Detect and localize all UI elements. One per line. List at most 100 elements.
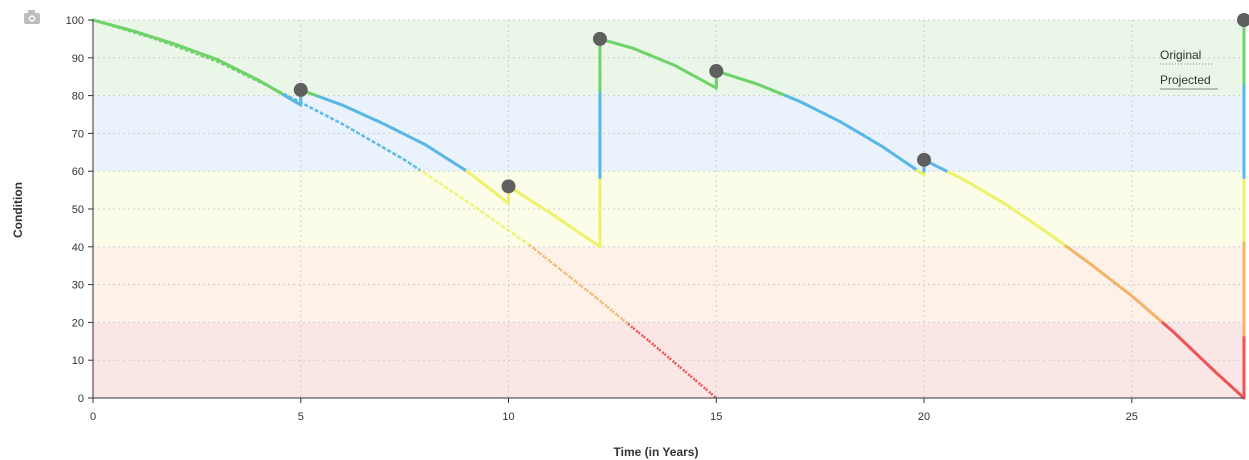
legend: Original Projected — [1160, 48, 1218, 90]
original-line-piece-88 — [549, 260, 557, 267]
original-line-piece-20 — [196, 52, 203, 58]
original-line-piece-24 — [217, 60, 224, 66]
original-line-piece-89 — [554, 264, 562, 271]
original-line-piece-76 — [487, 214, 494, 221]
event-marker-1[interactable] — [501, 179, 516, 194]
original-line-piece-55 — [378, 143, 385, 149]
original-line-piece-48 — [341, 122, 349, 129]
original-line-piece-58 — [393, 152, 401, 158]
original-line-piece-91 — [564, 272, 572, 279]
original-line-piece-66 — [435, 179, 442, 186]
event-marker-0[interactable] — [293, 82, 308, 97]
original-line-piece-99 — [606, 305, 614, 313]
event-marker-3[interactable] — [709, 64, 724, 79]
original-line-piece-93 — [575, 280, 583, 287]
original-line-piece-44 — [320, 112, 328, 118]
original-line-piece-101 — [616, 314, 624, 321]
original-line-piece-57 — [388, 149, 395, 155]
original-line-piece-71 — [461, 196, 468, 203]
original-line-piece-78 — [497, 222, 505, 228]
original-line-piece-19 — [191, 50, 198, 56]
original-line-piece-21 — [201, 54, 208, 59]
event-marker-4[interactable] — [917, 152, 932, 167]
original-line-piece-100 — [611, 310, 619, 317]
original-line-piece-119 — [710, 392, 718, 399]
original-line-piece-112 — [673, 361, 681, 369]
original-line-piece-50 — [352, 128, 359, 135]
original-line-piece-97 — [596, 297, 603, 304]
original-line-piece-108 — [653, 344, 660, 351]
camera-icon-lens-inner — [30, 16, 34, 21]
original-line-piece-47 — [336, 120, 343, 126]
y-axis-title: Condition — [11, 182, 25, 238]
original-line-piece-59 — [398, 155, 406, 161]
original-line-piece-92 — [570, 276, 577, 283]
grid-lines — [92, 19, 1244, 399]
x-axis-title: Time (in Years) — [614, 445, 699, 459]
original-line-piece-49 — [346, 125, 354, 132]
original-line-piece-41 — [305, 104, 312, 109]
x-tick-label-5: 25 — [1126, 411, 1138, 423]
original-line-piece-106 — [642, 335, 650, 342]
original-line-piece-79 — [502, 225, 510, 232]
x-tick-label-0: 0 — [90, 411, 96, 423]
x-tick-label-1: 5 — [298, 411, 304, 423]
original-line-piece-84 — [528, 243, 536, 250]
original-line-piece-107 — [647, 339, 655, 347]
y-tick-label-5: 50 — [72, 204, 84, 216]
original-line-piece-74 — [476, 207, 484, 214]
y-tick-label-0: 0 — [78, 393, 84, 405]
original-line-piece-114 — [684, 370, 692, 377]
event-marker-2[interactable] — [592, 31, 607, 46]
original-line-piece-94 — [580, 284, 588, 291]
original-line-piece-90 — [559, 268, 567, 275]
original-line-piece-51 — [357, 131, 364, 138]
axes: 0 10 20 30 40 50 60 70 80 90 100 0 5 10 15 20 25 — [66, 15, 1244, 423]
original-line-piece-64 — [424, 172, 432, 179]
y-tick-label-3: 30 — [72, 280, 84, 292]
y-tick-label-1: 10 — [72, 355, 84, 367]
x-tick-label-2: 10 — [502, 411, 514, 423]
y-tick-label-9: 90 — [72, 53, 84, 65]
original-line-piece-96 — [590, 293, 598, 300]
original-line-piece-63 — [419, 169, 427, 175]
legend-original[interactable]: Original — [1160, 48, 1201, 62]
y-tick-label-7: 70 — [72, 128, 84, 140]
original-line-piece-98 — [601, 301, 609, 308]
original-line-piece-83 — [523, 240, 531, 246]
original-line-piece-102 — [622, 318, 629, 325]
original-line-piece-118 — [705, 388, 712, 395]
original-line-piece-117 — [699, 383, 707, 391]
original-line-piece-110 — [663, 352, 671, 360]
original-line-piece-85 — [533, 248, 541, 255]
original-line-piece-54 — [372, 140, 380, 146]
original-line-piece-62 — [414, 165, 421, 172]
original-line-piece-23 — [212, 58, 219, 63]
y-tick-label-4: 40 — [72, 242, 84, 254]
original-line-piece-75 — [481, 211, 489, 217]
original-line-piece-111 — [668, 357, 676, 364]
original-line-piece-65 — [429, 176, 437, 182]
original-line-piece-45 — [326, 114, 333, 120]
original-line-piece-60 — [403, 158, 411, 165]
event-markers — [293, 13, 1249, 194]
original-line-piece-87 — [544, 256, 551, 263]
original-line-piece-16 — [175, 45, 182, 50]
original-line-piece-25 — [222, 62, 229, 68]
original-line-piece-72 — [466, 200, 473, 207]
original-line-piece-22 — [206, 56, 213, 61]
original-line-piece-52 — [362, 134, 369, 140]
original-line-piece-15 — [170, 43, 177, 48]
original-line-piece-38 — [289, 96, 297, 101]
x-tick-label-4: 20 — [918, 411, 930, 423]
legend-projected[interactable]: Projected — [1160, 73, 1211, 87]
original-line-piece-116 — [694, 379, 702, 386]
original-line-piece-17 — [180, 47, 187, 52]
original-line-piece-109 — [658, 348, 666, 355]
original-line-piece-68 — [445, 186, 453, 193]
original-line-piece-103 — [627, 322, 634, 330]
camera-icon[interactable] — [24, 10, 40, 24]
event-marker-5[interactable] — [1237, 13, 1249, 27]
original-line-piece-53 — [367, 137, 375, 143]
